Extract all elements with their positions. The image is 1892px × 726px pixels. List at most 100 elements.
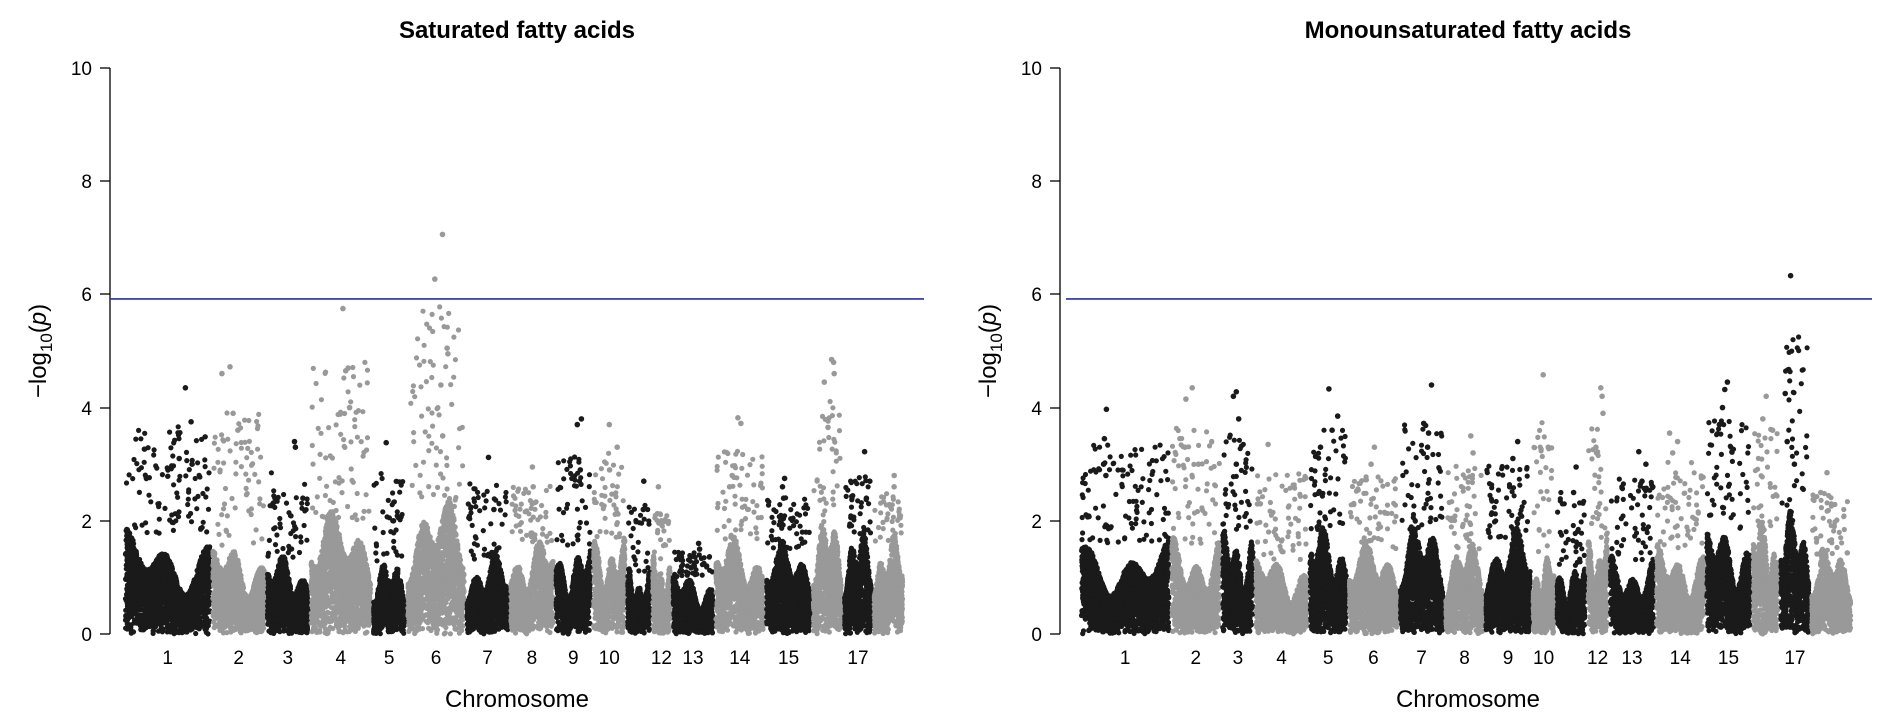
snp-point	[229, 496, 234, 501]
snp-point	[247, 627, 252, 632]
snp-point	[233, 460, 238, 465]
snp-point	[205, 549, 210, 554]
snp-point	[201, 520, 206, 525]
snp-point	[146, 575, 151, 580]
snp-point	[226, 596, 231, 601]
snp-point	[160, 569, 165, 574]
snp-point	[239, 584, 244, 589]
snp-point	[179, 620, 184, 625]
snp-point	[151, 452, 156, 457]
snp-point	[157, 531, 162, 536]
chromosome-3-points	[265, 439, 311, 636]
snp-point	[211, 601, 216, 606]
snp-point	[220, 621, 225, 626]
snp-point	[212, 617, 217, 622]
snp-point	[168, 603, 173, 608]
snp-point	[193, 612, 198, 617]
snp-point	[216, 532, 221, 537]
y-tick-label: 10	[71, 59, 92, 80]
snp-point	[160, 583, 165, 588]
snp-point	[185, 608, 190, 613]
snp-point	[154, 585, 159, 590]
snp-point	[176, 424, 181, 429]
snp-point	[221, 616, 226, 621]
snp-point	[233, 471, 238, 476]
snp-point	[169, 608, 174, 613]
snp-point	[254, 572, 259, 577]
snp-point	[237, 598, 242, 603]
snp-point	[196, 620, 201, 625]
snp-point	[148, 499, 153, 504]
snp-point	[211, 551, 216, 556]
snp-point	[126, 531, 131, 536]
snp-point	[127, 472, 132, 477]
snp-point	[186, 490, 191, 495]
snp-point	[197, 474, 202, 479]
snp-point	[225, 611, 230, 616]
snp-point	[157, 517, 162, 522]
snp-point	[190, 622, 195, 627]
snp-point	[203, 434, 208, 439]
snp-point	[219, 512, 224, 517]
snp-point	[249, 450, 254, 455]
y-tick: 0	[81, 625, 110, 646]
snp-point	[237, 573, 242, 578]
snp-point	[215, 608, 220, 613]
snp-peak	[188, 419, 194, 425]
snp-point	[251, 540, 256, 545]
y-tick: 6	[81, 285, 110, 306]
snp-point	[201, 622, 206, 627]
snp-point	[140, 571, 145, 576]
snp-peak	[219, 371, 225, 377]
snp-point	[136, 618, 141, 623]
snp-point	[200, 491, 205, 496]
snp-point	[230, 604, 235, 609]
snp-point	[221, 460, 226, 465]
snp-point	[153, 463, 158, 468]
snp-point	[199, 610, 204, 615]
y-tick-label: 8	[81, 172, 92, 193]
snp-point	[213, 435, 218, 440]
snp-point	[161, 619, 166, 624]
snp-point	[200, 525, 205, 530]
snp-point	[156, 504, 161, 509]
snp-point	[137, 557, 142, 562]
snp-point	[151, 606, 156, 611]
snp-point	[132, 549, 137, 554]
snp-point	[245, 446, 250, 451]
snp-point	[199, 573, 204, 578]
snp-point	[171, 463, 176, 468]
snp-point	[231, 556, 236, 561]
snp-point	[221, 438, 226, 443]
y-tick: 2	[81, 512, 110, 533]
snp-point	[216, 447, 221, 452]
snp-point	[223, 486, 228, 491]
snp-point	[132, 522, 137, 527]
chromosome-2-points	[210, 364, 267, 636]
snp-point	[204, 605, 209, 610]
snp-point	[232, 597, 237, 602]
snp-point	[246, 478, 251, 483]
snp-point	[140, 523, 145, 528]
snp-point	[217, 469, 222, 474]
snp-point	[142, 620, 147, 625]
snp-point	[168, 445, 173, 450]
y-tick-label: 6	[81, 285, 92, 306]
snp-point	[142, 600, 147, 605]
y-tick-label: 0	[81, 625, 92, 646]
snp-point	[170, 619, 175, 624]
snp-point	[193, 631, 198, 636]
snp-point	[192, 600, 197, 605]
snp-point	[139, 627, 144, 632]
snp-point	[126, 548, 131, 553]
snp-point	[257, 501, 262, 506]
snp-point	[125, 563, 130, 568]
snp-point	[176, 509, 181, 514]
snp-point	[129, 582, 134, 587]
snp-peak	[183, 385, 189, 391]
snp-point	[132, 603, 137, 608]
snp-point	[255, 447, 260, 452]
snp-point	[164, 590, 169, 595]
snp-point	[222, 501, 227, 506]
